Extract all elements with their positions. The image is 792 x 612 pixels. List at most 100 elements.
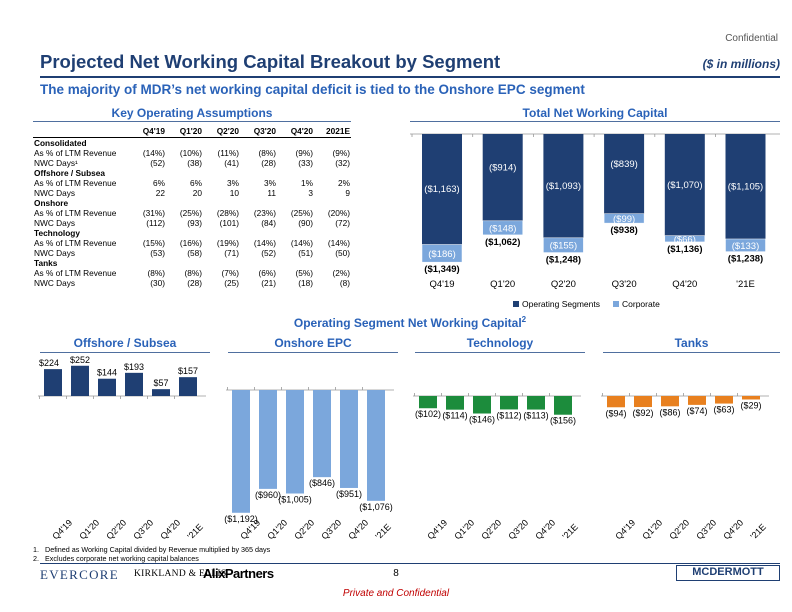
operating-data-label: ($1,105)	[728, 181, 763, 192]
data-label: ($156)	[550, 416, 576, 426]
total-data-label: ($1,136)	[667, 244, 702, 255]
assumptions-cell: (28)	[187, 278, 202, 288]
assumptions-cell: (6%)	[258, 268, 276, 278]
assumptions-cell	[166, 228, 203, 238]
offshore-chart: $224 Q4'19 $252 Q1'20 $144 Q2'20 $193 Q3'20 $57 Q…	[38, 355, 206, 542]
data-label: ($29)	[740, 400, 761, 410]
onshore-chart: ($1,192)Q4'19($960)Q1'20($1,005)Q2'20($8…	[224, 387, 394, 542]
assumptions-cell	[240, 228, 277, 238]
assumptions-column-header: 2021E	[314, 126, 351, 138]
assumptions-cell: (28)	[261, 158, 276, 168]
assumptions-cell: (2%)	[332, 268, 350, 278]
assumptions-cell: (41)	[224, 158, 239, 168]
assumptions-cell: (5%)	[295, 268, 313, 278]
segment-section-footnote-ref: 2	[521, 315, 527, 324]
data-label: ($92)	[632, 408, 653, 418]
assumptions-cell	[203, 258, 240, 268]
page-title: Projected Net Working Capital Breakout b…	[40, 51, 501, 72]
assumptions-cell: (52)	[150, 158, 165, 168]
bar	[446, 396, 464, 410]
assumptions-cell: (30)	[150, 278, 165, 288]
assumptions-group-row: Consolidated	[33, 138, 351, 149]
assumptions-title: Key Operating Assumptions	[111, 106, 273, 120]
bar-operating-segments	[664, 134, 705, 236]
corporate-data-label: ($66)	[674, 234, 696, 245]
assumptions-cell: (52)	[261, 248, 276, 258]
assumptions-cell	[240, 138, 277, 149]
assumptions-row-label: As % of LTM Revenue	[34, 148, 117, 158]
corporate-data-label: ($133)	[732, 241, 759, 252]
assumptions-group-row: Technology	[33, 228, 351, 238]
x-tick-label: Q1'20	[490, 279, 515, 290]
assumptions-cell: (8%)	[147, 268, 165, 278]
footnote-1: 1. Defined as Working Capital divided by …	[33, 545, 271, 554]
x-tick-label: '21E	[736, 279, 755, 290]
assumptions-cell: 20	[192, 188, 202, 198]
assumptions-cell: (8)	[339, 278, 350, 288]
offshore-title: Offshore / Subsea	[73, 336, 177, 350]
assumptions-row: NWC Days (53) (58) (71) (52) (51) (50)	[33, 248, 351, 258]
legend-swatch-operating	[513, 301, 519, 307]
tanks-rule	[603, 352, 780, 353]
assumptions-cell	[314, 258, 351, 268]
assumptions-cell: (32)	[335, 158, 350, 168]
assumptions-cell: (9%)	[295, 148, 313, 158]
data-label: ($1,005)	[278, 495, 312, 505]
evercore-logo: EVERCORE	[40, 567, 120, 582]
assumptions-row-label: As % of LTM Revenue	[34, 238, 117, 248]
corporate-data-label: ($99)	[613, 214, 635, 225]
assumptions-row: As % of LTM Revenue 6% 6% 3% 3% 1% 2%	[33, 178, 351, 188]
data-label: ($114)	[442, 411, 467, 421]
footer-rule	[40, 563, 780, 564]
assumptions-row: NWC Days¹ (52) (38) (41) (28) (33) (32)	[33, 158, 351, 168]
assumptions-cell: (7%)	[221, 268, 239, 278]
total-data-label: ($1,062)	[485, 237, 520, 248]
assumptions-cell: (10%)	[179, 148, 202, 158]
x-tick-label: Q2'20	[292, 518, 316, 542]
assumptions-row-label: Onshore	[34, 198, 69, 208]
assumptions-group-row: Onshore	[33, 198, 351, 208]
bar	[367, 390, 385, 501]
corporate-data-label: ($186)	[428, 249, 455, 260]
onshore-rule	[228, 352, 398, 353]
assumptions-column-header: Q3'20	[240, 126, 277, 138]
assumptions-cell: (25%)	[179, 208, 202, 218]
technology-title: Technology	[466, 336, 534, 350]
assumptions-cell	[240, 168, 277, 178]
bar-operating-segments	[604, 134, 645, 214]
x-tick-label: Q4'19	[425, 518, 449, 542]
x-tick-label: '21E	[185, 522, 205, 542]
assumptions-cell: (50)	[335, 248, 350, 258]
assumptions-cell: (14%)	[327, 238, 350, 248]
assumptions-cell	[129, 138, 166, 149]
assumptions-cell: (71)	[224, 248, 239, 258]
x-tick-label: Q2'20	[667, 518, 691, 542]
assumptions-row-label: NWC Days	[34, 278, 76, 288]
assumptions-row: NWC Days (30) (28) (25) (21) (18) (8)	[33, 278, 351, 288]
assumptions-cell: (15%)	[142, 238, 165, 248]
bar-corporate	[664, 235, 706, 243]
total-data-label: ($1,349)	[424, 264, 459, 275]
assumptions-cell: (33)	[298, 158, 313, 168]
bar	[259, 390, 277, 489]
bar	[688, 396, 706, 405]
data-label: ($63)	[713, 405, 734, 415]
technology-chart: ($102) Q4'19 ($114) Q1'20 ($146) Q2'20 ($112) Q…	[413, 393, 581, 542]
data-label: ($146)	[469, 415, 495, 425]
assumptions-row-label: Offshore / Subsea	[34, 168, 106, 178]
x-tick-label: '21E	[748, 522, 768, 542]
x-tick-label: Q3'20	[694, 518, 718, 542]
assumptions-cell: 2%	[338, 178, 350, 188]
corporate-data-label: ($155)	[550, 241, 577, 252]
assumptions-cell: (25%)	[290, 208, 313, 218]
assumptions-cell: (23%)	[253, 208, 276, 218]
assumptions-cell: 3%	[227, 178, 239, 188]
assumptions-cell	[203, 198, 240, 208]
x-tick-label: '21E	[560, 522, 580, 542]
bar	[44, 369, 62, 396]
total-data-label: ($938)	[610, 225, 637, 236]
confidential-label: Confidential	[725, 33, 778, 44]
x-tick-label: Q2'20	[479, 518, 503, 542]
tanks-chart: ($94) Q4'19 ($92) Q1'20 ($86) Q2'20 ($74) Q3'20…	[601, 393, 769, 542]
kirkland-logo: KIRKLAND & ELLIS	[134, 569, 227, 579]
